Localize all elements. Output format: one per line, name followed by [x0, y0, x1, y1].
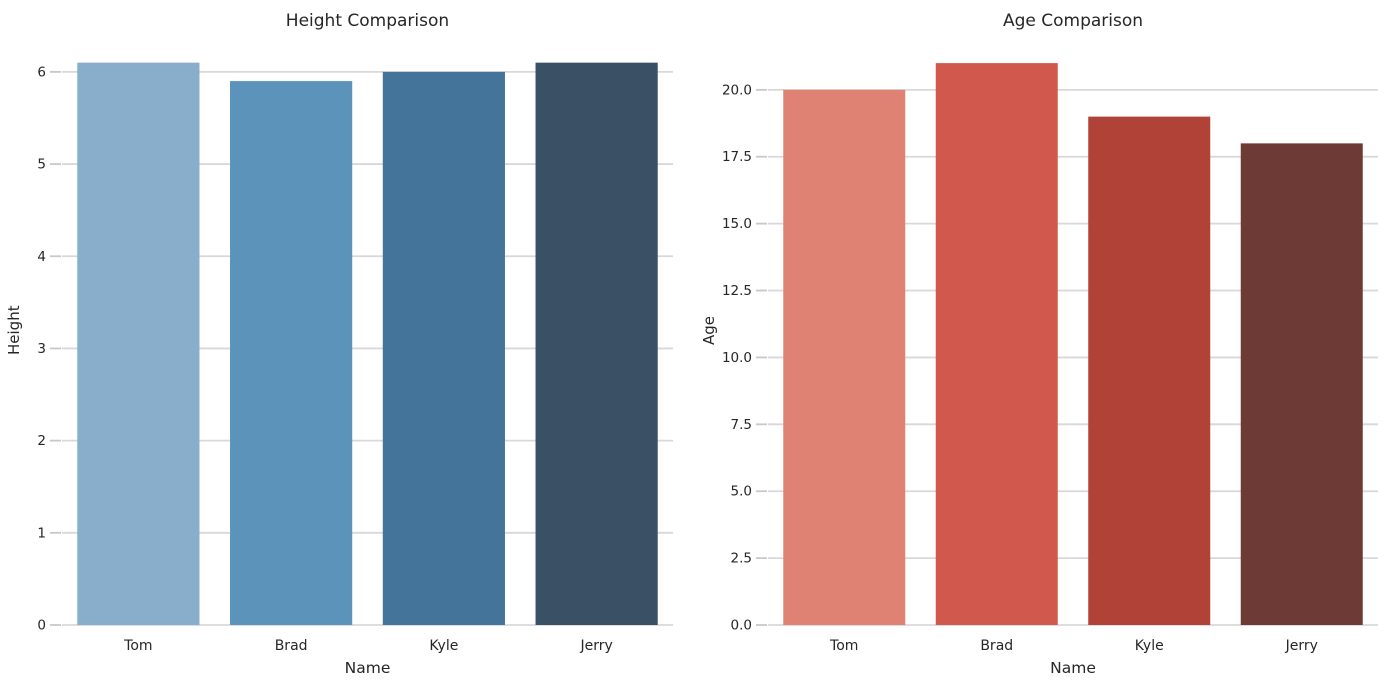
y-tick-label: 20.0 — [722, 82, 752, 98]
bar-tom — [783, 89, 906, 626]
x-tick-label: Jerry — [579, 638, 612, 654]
chart-title: Age Comparison — [1002, 11, 1144, 31]
age-comparison-chart: Age Comparison Age 0.0 2.5 5.0 7.5 10.0 12.5 1… — [695, 0, 1389, 690]
x-tick-label: Kyle — [429, 638, 458, 654]
y-tick-label: 5.0 — [731, 484, 752, 500]
bar-brad — [935, 63, 1058, 626]
y-tick-label: 1 — [37, 525, 46, 541]
bar-brad — [230, 81, 353, 625]
y-tick-label: 3 — [37, 341, 46, 357]
y-tick-label: 12.5 — [722, 283, 752, 299]
x-axis-label: Name — [1050, 659, 1096, 677]
y-tick-label: 2 — [37, 433, 46, 449]
bar-kyle — [1088, 116, 1211, 625]
bar-jerry — [1240, 143, 1363, 625]
x-axis-label: Name — [344, 659, 391, 677]
plot-area: 0 1 2 3 4 5 6 Tom Brad Kyle Jerry — [37, 62, 673, 654]
y-tick-label: 0.0 — [731, 618, 752, 634]
y-tick-label: 2.5 — [731, 551, 752, 567]
y-tick-label: 17.5 — [722, 149, 752, 165]
y-tick-label: 15.0 — [722, 216, 752, 232]
x-tick-label: Tom — [123, 638, 152, 654]
bar-jerry — [535, 62, 658, 625]
y-tick-label: 0 — [37, 618, 46, 634]
x-tick-label: Tom — [829, 638, 858, 654]
x-tick-label: Kyle — [1135, 638, 1164, 654]
y-tick-label: 10.0 — [722, 350, 752, 366]
bar-kyle — [382, 71, 505, 625]
height-comparison-chart: Height Comparison Height 0 1 2 3 4 5 6 Tom Brad K… — [5, 11, 673, 677]
x-tick-label: Brad — [980, 638, 1013, 654]
chart-title: Height Comparison — [285, 11, 450, 31]
bar-tom — [77, 62, 200, 625]
x-tick-label: Brad — [275, 638, 308, 654]
plot-area: 0.0 2.5 5.0 7.5 10.0 12.5 15.0 17.5 20.0 Tom Brad K… — [722, 63, 1378, 654]
x-tick-label: Jerry — [1285, 638, 1318, 654]
y-tick-label: 4 — [37, 249, 46, 265]
y-tick-label: 7.5 — [731, 417, 752, 433]
y-tick-label: 5 — [37, 157, 46, 173]
y-tick-label: 6 — [37, 64, 46, 80]
